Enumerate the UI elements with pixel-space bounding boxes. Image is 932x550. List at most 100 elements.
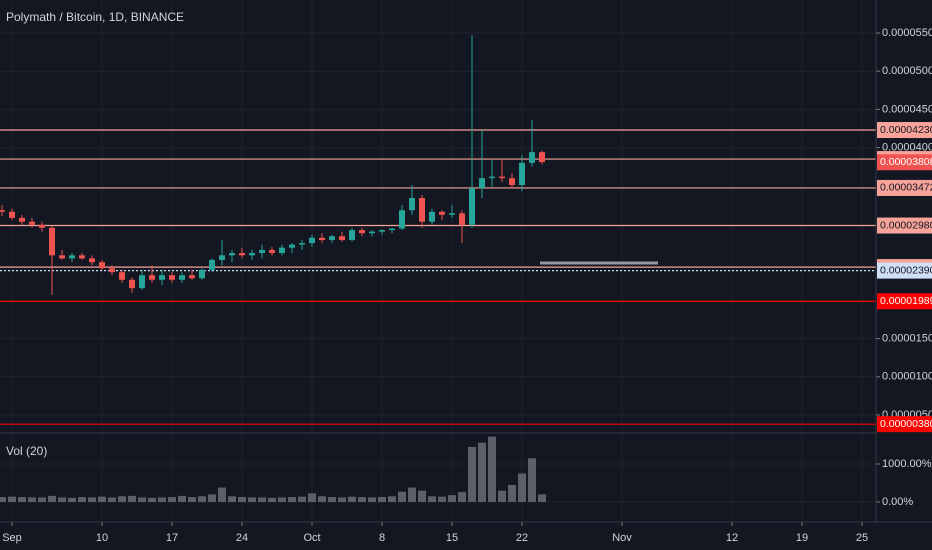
candle-body: [379, 230, 385, 232]
candle-body: [479, 178, 485, 189]
candle-body: [509, 178, 515, 186]
candle-body: [449, 213, 455, 215]
volume-bar: [308, 493, 316, 502]
level-label-box: [877, 154, 932, 171]
volume-bar: [168, 497, 176, 502]
volume-bar: [38, 497, 46, 502]
candle-body: [209, 259, 215, 270]
volume-bar: [88, 497, 96, 502]
level-label-box: [877, 416, 932, 433]
x-tick-label: 25: [856, 532, 868, 544]
volume-label: Vol (20): [6, 444, 47, 458]
volume-bar: [458, 492, 466, 502]
candle-body: [299, 243, 305, 245]
candle-body: [289, 244, 295, 248]
candle-body: [409, 198, 415, 211]
volume-tick-label: 0.00%: [882, 496, 913, 508]
volume-bar: [108, 497, 116, 502]
volume-bar: [358, 497, 366, 502]
candle-body: [139, 275, 145, 289]
candle-body: [329, 236, 335, 241]
volume-bar: [118, 496, 126, 502]
candle-body: [249, 253, 255, 256]
volume-bar: [538, 494, 546, 502]
x-tick-label: 19: [796, 532, 808, 544]
level-label: 0.00003472: [880, 182, 932, 194]
volume-bar: [378, 497, 386, 502]
x-tick-label: 8: [379, 532, 385, 544]
candle-body: [259, 249, 265, 254]
x-tick-label: Sep: [2, 532, 22, 544]
candle-body: [319, 237, 325, 241]
volume-bar: [208, 494, 216, 502]
candle-body: [219, 255, 225, 260]
volume-bar: [238, 497, 246, 502]
candle-body: [489, 176, 495, 179]
candle-body: [279, 247, 285, 254]
volume-bar: [198, 496, 206, 502]
candle-body: [389, 228, 395, 231]
volume-bar: [48, 495, 56, 502]
volume-bar: [178, 495, 186, 502]
candle-body: [199, 269, 205, 279]
candle-body: [229, 253, 235, 256]
x-tick-label: 12: [726, 532, 738, 544]
x-tick-label: 17: [166, 532, 178, 544]
volume-bar: [438, 496, 446, 502]
volume-bar: [268, 497, 276, 502]
volume-bar: [248, 497, 256, 502]
candle-body: [429, 211, 435, 222]
volume-bar: [288, 497, 296, 502]
candle-body: [349, 230, 355, 241]
candle-body: [129, 279, 135, 289]
candle-body: [99, 262, 105, 269]
volume-bar: [128, 495, 136, 502]
volume-bar: [328, 497, 336, 502]
x-tick-label: 10: [96, 532, 108, 544]
level-label: 0.00000380: [880, 418, 932, 430]
volume-bar: [508, 484, 516, 502]
candle-body: [89, 258, 95, 263]
candle-body: [239, 253, 245, 256]
volume-bar: [398, 491, 406, 502]
level-label: 0.00004230: [880, 124, 932, 136]
volume-bar: [498, 490, 506, 502]
x-tick-label: 22: [516, 532, 528, 544]
volume-bar: [418, 490, 426, 502]
chart-title: Polymath / Bitcoin, 1D, BINANCE: [6, 10, 184, 24]
candle-body: [369, 231, 375, 234]
level-label-box: [877, 179, 932, 196]
candle-body: [459, 213, 465, 225]
candle-body: [519, 162, 525, 186]
volume-bar: [408, 487, 416, 502]
level-label: 0.00001989: [880, 295, 932, 307]
volume-bar: [68, 497, 76, 502]
candle-body: [439, 211, 445, 215]
x-tick-label: Nov: [612, 532, 632, 544]
candle-body: [339, 236, 345, 241]
volume-bar: [138, 497, 146, 502]
candle-body: [469, 188, 475, 225]
candle-body: [169, 275, 175, 280]
volume-bar: [348, 496, 356, 502]
volume-bar: [228, 496, 236, 502]
volume-bar: [528, 458, 536, 502]
volume-bar: [58, 497, 66, 502]
volume-bar: [18, 497, 26, 502]
volume-bar: [468, 446, 476, 502]
level-label-box: [877, 293, 932, 310]
candle-body: [19, 217, 25, 222]
x-tick-label: 24: [236, 532, 248, 544]
candle-body: [179, 275, 185, 280]
candle-body: [119, 272, 125, 280]
candle-body: [359, 230, 365, 234]
volume-bar: [428, 496, 436, 502]
